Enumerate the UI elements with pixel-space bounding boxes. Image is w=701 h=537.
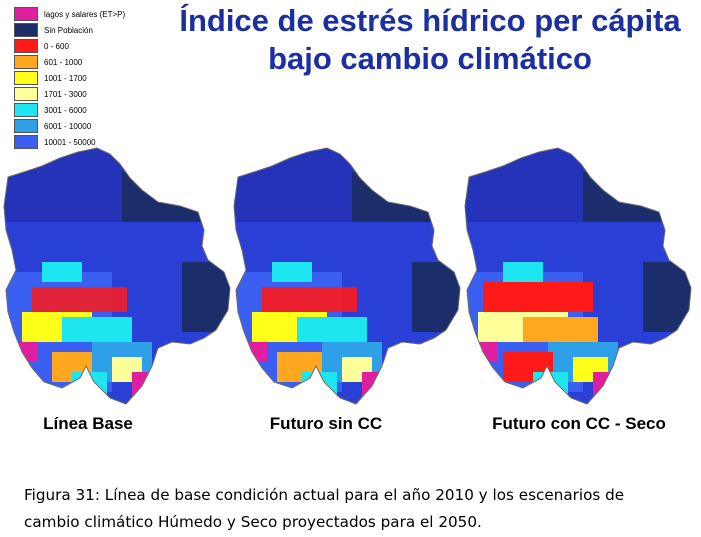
legend-item: lagos y salares (ET>P) <box>14 6 164 22</box>
legend-item: 1701 - 3000 <box>14 86 164 102</box>
map-futuro-sin-cc <box>232 142 464 412</box>
legend-label: lagos y salares (ET>P) <box>44 10 125 19</box>
legend-swatch <box>14 39 38 53</box>
legend-label: 601 - 1000 <box>44 58 82 67</box>
legend-item: 601 - 1000 <box>14 54 164 70</box>
legend-swatch <box>14 71 38 85</box>
legend-item: 3001 - 6000 <box>14 102 164 118</box>
figure-label: Figura 31 <box>24 486 95 504</box>
legend-label: 6001 - 10000 <box>44 122 91 131</box>
legend-swatch <box>14 119 38 133</box>
legend-label: 1001 - 1700 <box>44 74 87 83</box>
legend-swatch <box>14 7 38 21</box>
legend-item: 6001 - 10000 <box>14 118 164 134</box>
legend-swatch <box>14 87 38 101</box>
legend-label: Sin Población <box>44 26 93 35</box>
map-linea-base <box>2 142 234 412</box>
map-caption-linea-base: Línea Base <box>0 414 204 434</box>
legend-item: 1001 - 1700 <box>14 70 164 86</box>
map-caption-futuro-con-cc-seco: Futuro con CC - Seco <box>463 414 695 434</box>
legend-swatch <box>14 103 38 117</box>
page-title: Índice de estrés hídrico per cápita bajo… <box>170 2 690 78</box>
map-caption-futuro-sin-cc: Futuro sin CC <box>210 414 442 434</box>
map-legend: lagos y salares (ET>P) Sin Población 0 -… <box>14 6 164 150</box>
legend-item: Sin Población <box>14 22 164 38</box>
legend-label: 0 - 600 <box>44 42 69 51</box>
legend-label: 1701 - 3000 <box>44 90 87 99</box>
figure-text: : Línea de base condición actual para el… <box>24 486 624 531</box>
map-futuro-con-cc-seco <box>463 142 695 412</box>
legend-swatch <box>14 55 38 69</box>
legend-item: 0 - 600 <box>14 38 164 54</box>
figure-caption: Figura 31: Línea de base condición actua… <box>24 482 684 536</box>
legend-label: 3001 - 6000 <box>44 106 87 115</box>
legend-swatch <box>14 23 38 37</box>
